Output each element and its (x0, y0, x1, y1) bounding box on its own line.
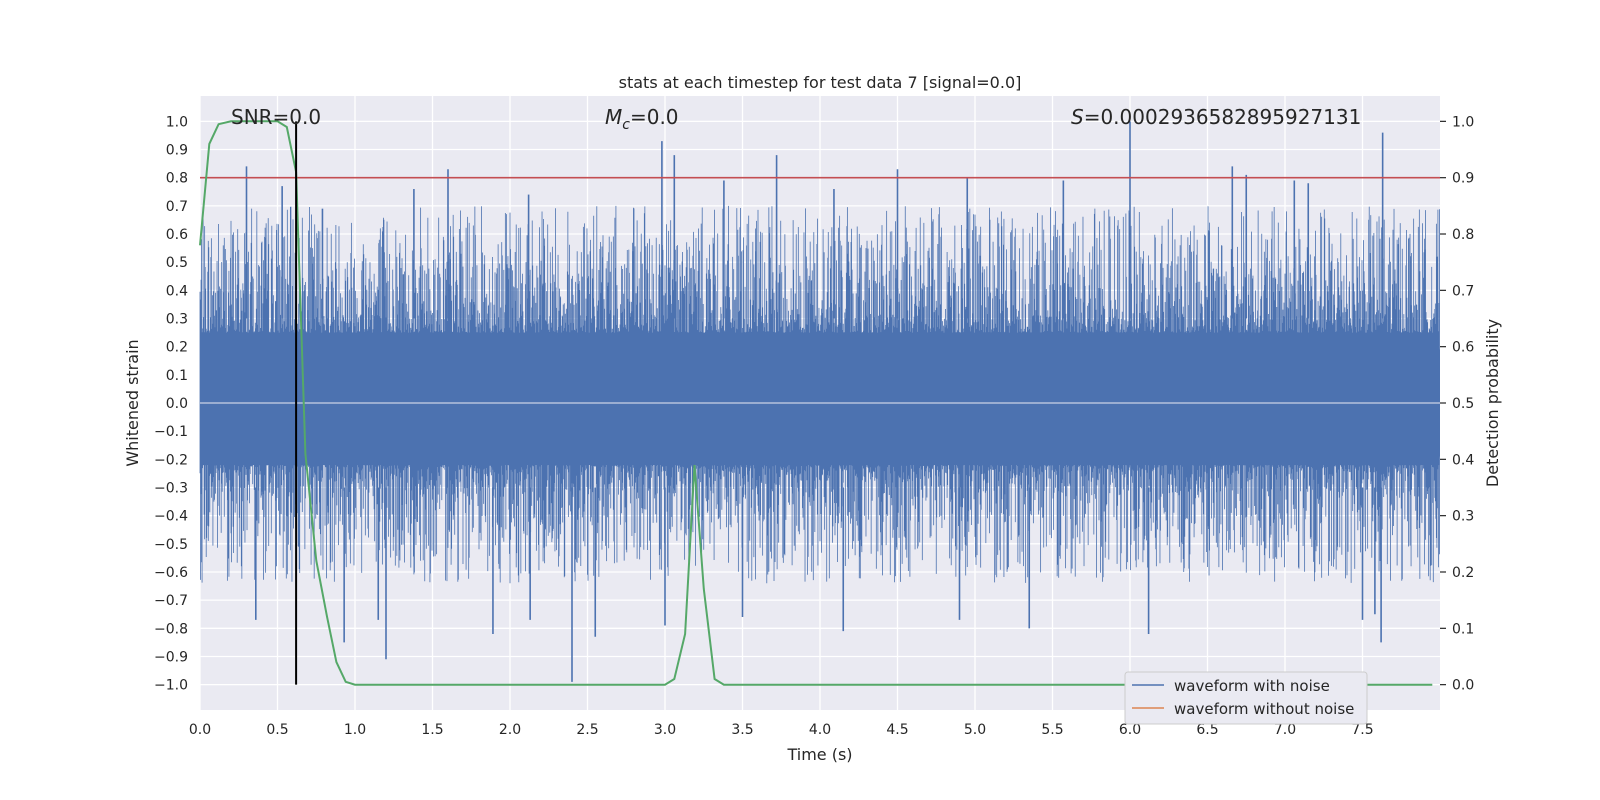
x-tick-label: 6.5 (1196, 722, 1218, 738)
annotation-snr: SNR=0.0 (231, 105, 321, 129)
series-waveform-with-noise (199, 121, 1440, 682)
y-tick-label-right: 0.9 (1452, 171, 1474, 187)
y-tick-label-left: 0.5 (166, 255, 188, 271)
y-tick-label-right: 0.1 (1452, 621, 1474, 637)
y-tick-label-left: −0.5 (154, 537, 188, 553)
x-tick-label: 7.0 (1274, 722, 1296, 738)
y-tick-label-left: −0.6 (154, 565, 188, 581)
y-tick-label-right: 0.5 (1452, 396, 1474, 412)
y-tick-label-left: 1.0 (166, 114, 188, 130)
x-tick-label: 4.0 (809, 722, 831, 738)
x-tick-label: 0.5 (266, 722, 288, 738)
x-tick-label: 7.5 (1351, 722, 1373, 738)
y-tick-label-right: 0.0 (1452, 678, 1474, 694)
y-tick-label-left: 0.8 (166, 171, 188, 187)
y-tick-label-left: −0.8 (154, 621, 188, 637)
y-tick-label-left: 0.0 (166, 396, 188, 412)
y-tick-label-left: −0.7 (154, 593, 188, 609)
x-tick-label: 5.0 (964, 722, 986, 738)
y-tick-label-right: 0.2 (1452, 565, 1474, 581)
x-tick-label: 1.0 (344, 722, 366, 738)
y-tick-label-left: 0.7 (166, 199, 188, 215)
y-tick-label-left: 0.1 (166, 368, 188, 384)
annotation-chirp-mass: Mc=0.0 (605, 105, 679, 133)
y-axis-label-right: Detection probability (1483, 319, 1502, 487)
detection-probability-line (199, 120, 1433, 686)
x-tick-label: 2.0 (499, 722, 521, 738)
y-tick-labels-left: 1.0 0.9 0.8 0.7 0.6 0.5 0.4 0.3 0.2 0.1 0.0 −0.1 −0.… (154, 114, 188, 693)
legend-label-without-noise: waveform without noise (1174, 700, 1354, 718)
legend: waveform with noise waveform without noi… (1124, 671, 1368, 725)
y-tick-label-right: 0.6 (1452, 340, 1474, 356)
y-axis-label-left: Whitened strain (123, 339, 142, 466)
y-tick-label-left: −0.9 (154, 649, 188, 665)
y-tick-label-left: −0.4 (154, 509, 188, 525)
y-tick-label-left: −0.3 (154, 480, 188, 496)
x-tick-label: 3.0 (654, 722, 676, 738)
y-tick-label-left: −0.1 (154, 424, 188, 440)
x-tick-labels: 0.0 0.5 1.0 1.5 2.0 2.5 3.0 3.5 4.0 4.5 5.0 5.5 6.0 6… (189, 722, 1374, 738)
y-tick-label-left: 0.3 (166, 312, 188, 328)
x-tick-label: 3.5 (731, 722, 753, 738)
y-tick-label-left: 0.6 (166, 227, 188, 243)
overlays (199, 120, 1440, 686)
y-tick-label-left: 0.2 (166, 340, 188, 356)
legend-box (1124, 671, 1368, 725)
y-tick-label-right: 0.4 (1452, 452, 1474, 468)
x-tick-label: 2.5 (576, 722, 598, 738)
x-tick-label: 4.5 (886, 722, 908, 738)
chart-title: stats at each timestep for test data 7 [… (619, 73, 1022, 92)
y-tick-label-left: −0.2 (154, 452, 188, 468)
y-tick-label-right: 0.3 (1452, 509, 1474, 525)
x-tick-label: 5.5 (1041, 722, 1063, 738)
y-tick-label-right: 1.0 (1452, 114, 1474, 130)
y-tick-label-left: 0.9 (166, 143, 188, 159)
x-tick-label: 6.0 (1119, 722, 1141, 738)
y-tick-label-right: 0.8 (1452, 227, 1474, 243)
legend-label-with-noise: waveform with noise (1174, 677, 1330, 695)
annotation-s: S=0.0002936582895927131 (1071, 105, 1361, 129)
y-tick-label-left: −1.0 (154, 678, 188, 694)
y-tick-label-left: 0.4 (166, 283, 188, 299)
x-tick-label: 1.5 (421, 722, 443, 738)
x-tick-label: 0.0 (189, 722, 211, 738)
x-axis-label: Time (s) (786, 745, 852, 764)
y-tick-label-right: 0.7 (1452, 283, 1474, 299)
y-tick-labels-right: 1.0 0.9 0.8 0.7 0.6 0.5 0.4 0.3 0.2 0.1 0.0 (1440, 114, 1474, 694)
